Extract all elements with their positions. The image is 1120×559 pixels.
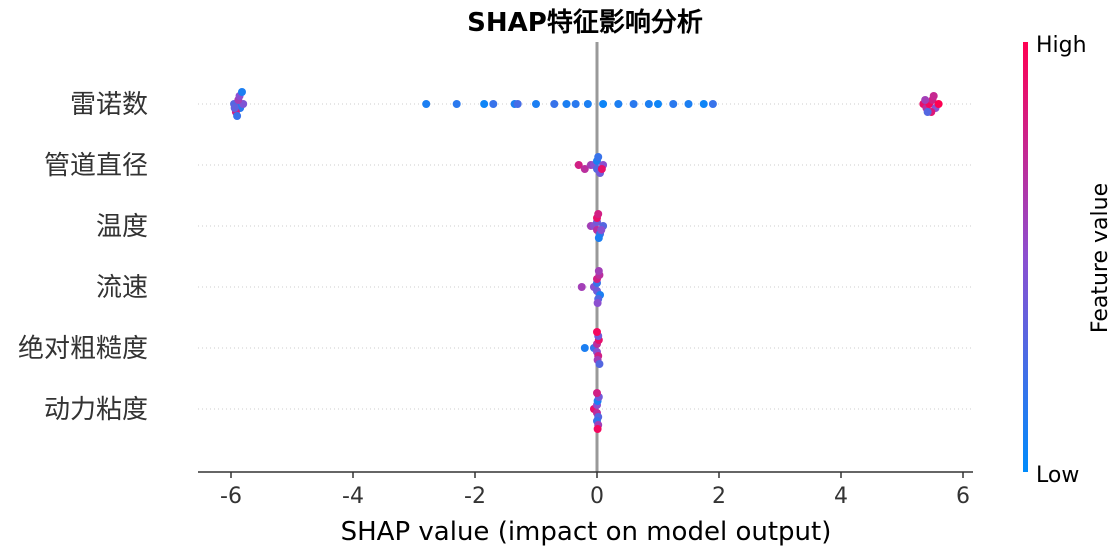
feature-label: 雷诺数 (70, 90, 148, 120)
colorbar-title: Feature value (1088, 183, 1113, 333)
shap-point (594, 210, 603, 218)
x-tick-label: 6 (956, 484, 970, 509)
x-tick-label: -4 (342, 484, 364, 509)
shap-point (513, 100, 522, 108)
shap-point (550, 100, 559, 108)
shap-point (699, 100, 708, 108)
shap-point (929, 92, 938, 100)
feature-label: 绝对粗糙度 (18, 334, 148, 364)
shap-point (574, 161, 583, 169)
shap-point (594, 267, 603, 275)
colorbar (1023, 42, 1028, 472)
shap-point (580, 165, 589, 173)
points-layer (230, 88, 943, 433)
shap-point (595, 360, 604, 368)
feature-label: 流速 (96, 273, 148, 303)
shap-point (594, 234, 603, 242)
shap-point (593, 299, 602, 307)
colorbar-low-label: Low (1036, 463, 1079, 488)
shap-point (669, 100, 678, 108)
shap-point (644, 100, 653, 108)
shap-point (480, 100, 489, 108)
x-tick-label: 2 (712, 484, 726, 509)
x-tick-label: -6 (220, 484, 242, 509)
shap-point (597, 165, 606, 173)
x-ticks: -6 -4 -2 0 2 4 6 (220, 472, 970, 509)
shap-point (237, 88, 246, 96)
shap-point (593, 328, 601, 336)
shap-point (571, 100, 580, 108)
x-axis-label: SHAP value (impact on model output) (341, 517, 832, 547)
shap-point (629, 100, 638, 108)
shap-point (593, 389, 601, 397)
shap-point (594, 153, 603, 161)
x-tick-label: -2 (464, 484, 486, 509)
shap-point (577, 283, 586, 291)
x-tick-label: 4 (834, 484, 848, 509)
shap-point (599, 100, 608, 108)
shap-point (422, 100, 431, 108)
shap-point (593, 425, 602, 433)
feature-label: 管道直径 (44, 151, 148, 181)
feature-gridlines (198, 103, 973, 410)
shap-point (923, 108, 932, 116)
shap-point (684, 100, 693, 108)
shap-point (580, 344, 589, 352)
shap-point (921, 96, 930, 104)
shap-point (532, 100, 540, 108)
colorbar-high-label: High (1036, 33, 1087, 58)
shap-point (489, 100, 498, 108)
shap-point (583, 100, 592, 108)
shap-point (934, 100, 943, 108)
x-tick-label: 0 (590, 484, 604, 509)
shap-point (654, 100, 662, 108)
shap-point (614, 100, 623, 108)
shap-point (452, 100, 461, 108)
shap-point (230, 104, 239, 112)
shap-point (597, 226, 606, 234)
shap-point (233, 112, 242, 120)
chart-title: SHAP特征影响分析 (467, 7, 703, 38)
shap-point (562, 100, 571, 108)
feature-label: 动力粘度 (44, 395, 148, 425)
feature-label: 温度 (96, 212, 148, 242)
shap-point (708, 100, 717, 108)
